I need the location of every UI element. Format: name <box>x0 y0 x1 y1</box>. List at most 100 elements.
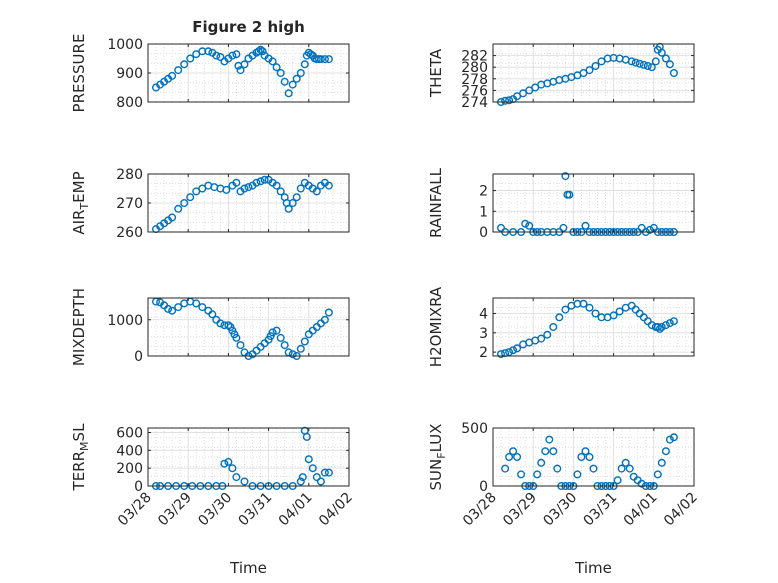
data-point <box>232 333 241 342</box>
y-tick-label: 0 <box>134 479 143 495</box>
data-point <box>220 459 229 468</box>
data-point <box>509 447 518 456</box>
data-point <box>222 185 231 194</box>
data-point <box>284 204 293 213</box>
data-point <box>591 309 600 318</box>
data-point <box>579 299 588 308</box>
data-point <box>541 447 550 456</box>
data-point <box>581 447 590 456</box>
data-point <box>631 58 640 67</box>
y-tick-label: 4 <box>479 306 488 322</box>
data-point <box>256 45 265 54</box>
data-point <box>324 468 333 477</box>
y-axis-label: PRESSURE <box>70 34 88 113</box>
data-point <box>509 346 518 355</box>
data-point <box>268 328 277 337</box>
data-point <box>585 453 594 462</box>
y-tick-label: 280 <box>116 167 143 183</box>
data-point <box>292 193 301 202</box>
data-point <box>232 50 241 59</box>
y-tick-label: 278 <box>461 72 488 88</box>
data-point <box>244 183 253 192</box>
data-point <box>324 308 333 317</box>
data-point <box>268 57 277 66</box>
data-point <box>198 303 207 312</box>
y-tick-label: 500 <box>461 421 488 437</box>
data-point <box>236 341 245 350</box>
data-point <box>661 321 670 330</box>
y-tick-label: 274 <box>461 95 488 111</box>
data-point <box>513 453 522 462</box>
data-point <box>577 453 586 462</box>
data-point <box>320 315 329 324</box>
data-point <box>260 175 269 184</box>
data-point <box>581 221 590 230</box>
subplot-mixdepth: 0 1000 MIXDEPTH <box>70 288 350 366</box>
y-axis-label: AIRTEMP <box>70 171 91 234</box>
data-point <box>637 479 646 488</box>
subplot-sun-flux: 0 500 03/28 03/29 03/30 03/31 04/01 04/02 SUNFLU… <box>427 421 701 577</box>
data-point <box>292 74 301 83</box>
axes-box <box>492 427 695 487</box>
data-point <box>665 319 674 328</box>
data-point <box>519 89 528 98</box>
data-point <box>517 470 526 479</box>
data-point <box>254 47 263 56</box>
data-point <box>296 184 305 193</box>
data-point <box>505 96 514 105</box>
data-point <box>559 223 568 232</box>
data-point <box>661 447 670 456</box>
data-point <box>180 60 189 69</box>
data-point <box>272 326 281 335</box>
data-point <box>204 47 213 56</box>
data-point <box>643 62 652 71</box>
data-point <box>256 177 265 186</box>
y-axis-label: THETA <box>427 48 445 98</box>
data-point <box>168 71 177 80</box>
data-point <box>545 435 554 444</box>
chart-title: Figure 2 high <box>192 18 305 36</box>
data-point <box>174 303 183 312</box>
data-point <box>555 313 564 322</box>
axes-box <box>492 173 695 233</box>
y-axis-label: RAINFALL <box>427 167 445 238</box>
data-point <box>302 432 311 441</box>
y-tick-label: 282 <box>461 49 488 65</box>
y-tick-label: 900 <box>116 66 143 82</box>
data-point <box>657 323 666 332</box>
y-tick-label: 1 <box>479 204 488 220</box>
data-point <box>625 464 634 473</box>
data-point <box>639 60 648 69</box>
subplot-rainfall: 0 1 2 RAINFALL <box>427 167 695 241</box>
data-point <box>549 323 558 332</box>
data-point <box>497 350 506 359</box>
data-point <box>316 55 325 64</box>
data-point <box>192 50 201 59</box>
x-tick-label: 03/30 <box>540 490 580 530</box>
data-point <box>296 344 305 353</box>
data-point <box>186 54 195 63</box>
axes-box <box>147 297 350 357</box>
data-point <box>561 305 570 314</box>
data-point <box>655 324 664 333</box>
data-point <box>565 190 574 199</box>
data-point <box>505 453 514 462</box>
data-point <box>280 341 289 350</box>
y-tick-label: 200 <box>116 461 143 477</box>
x-tick-label: 03/31 <box>581 490 621 530</box>
x-tick-label: 04/02 <box>661 490 701 530</box>
y-axis-label: MIXDEPTH <box>70 288 88 366</box>
data-point <box>621 458 630 467</box>
data-point <box>585 303 594 312</box>
data-point <box>186 193 195 202</box>
data-point <box>637 223 646 232</box>
data-point <box>312 473 321 482</box>
data-point <box>276 333 285 342</box>
data-point <box>549 447 558 456</box>
data-point <box>228 51 237 60</box>
data-point <box>585 66 594 75</box>
y-axis-label: H2OMIXRA <box>427 286 445 367</box>
data-point <box>669 433 678 442</box>
